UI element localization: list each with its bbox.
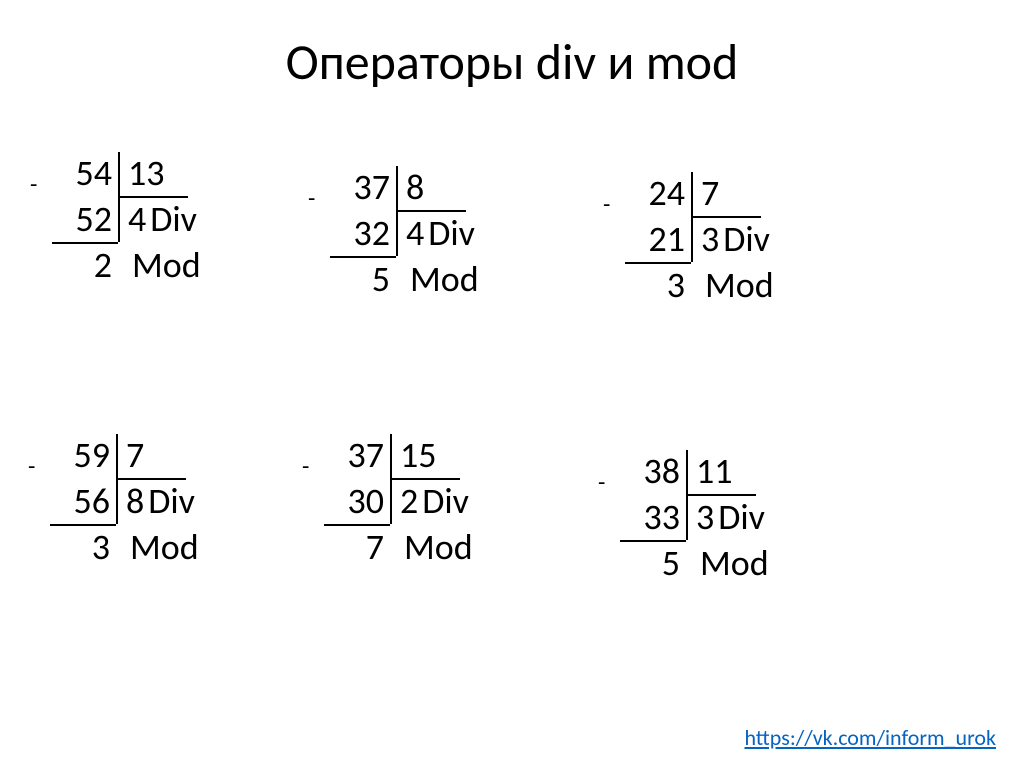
minus-sign: -: [30, 170, 37, 199]
division-problem: - 37 8 32 4Div 5 Mod: [330, 162, 630, 302]
remainder: 3: [50, 526, 116, 570]
dividend: 37: [330, 166, 396, 210]
minus-sign: -: [302, 452, 309, 481]
minus-sign: -: [308, 184, 315, 213]
dividend: 38: [620, 450, 686, 494]
dividend: 54: [52, 152, 118, 196]
dividend: 59: [50, 434, 116, 478]
div-label: Div: [718, 495, 765, 539]
div-label: Div: [148, 479, 195, 523]
subtrahend: 21: [625, 218, 691, 264]
division-problem: - 38 11 33 3Div 5 Mod: [620, 446, 920, 586]
divisor: 7: [691, 172, 761, 216]
mod-label: Mod: [396, 258, 479, 302]
mod-label: Mod: [691, 264, 774, 308]
dividend: 24: [625, 172, 691, 216]
division-problem: - 37 15 30 2Div 7 Mod: [324, 430, 624, 570]
page-title: Операторы div и mod: [0, 32, 1024, 93]
remainder: 5: [620, 542, 686, 586]
minus-sign: -: [603, 190, 610, 219]
problems-grid: - 54 13 52 4Div 2 Mod -: [0, 148, 1024, 688]
divisor: 7: [116, 434, 186, 478]
quotient: 4: [128, 197, 146, 241]
dividend: 37: [324, 434, 390, 478]
division-problem: - 24 7 21 3Div 3 Mod: [625, 168, 925, 308]
mod-label: Mod: [686, 542, 769, 586]
slide: Операторы div и mod - 54 13 52 4Div 2 Mo…: [0, 0, 1024, 767]
minus-sign: -: [28, 452, 35, 481]
mod-label: Mod: [390, 526, 473, 570]
divisor: 13: [118, 152, 188, 196]
subtrahend: 30: [324, 480, 390, 526]
quotient-cell: 8Div: [116, 478, 186, 524]
subtrahend: 56: [50, 480, 116, 526]
quotient-cell: 4Div: [118, 196, 188, 242]
long-division: - 59 7 56 8Div 3 Mod: [50, 430, 199, 570]
source-link[interactable]: https://vk.com/inform_urok: [744, 724, 996, 751]
mod-label: Mod: [116, 526, 199, 570]
divisor: 11: [686, 450, 756, 494]
quotient: 2: [400, 479, 418, 523]
div-label: Div: [422, 479, 469, 523]
long-division: - 38 11 33 3Div 5 Mod: [620, 446, 769, 586]
remainder: 3: [625, 264, 691, 308]
long-division: - 24 7 21 3Div 3 Mod: [625, 168, 774, 308]
div-label: Div: [150, 197, 197, 241]
subtrahend: 33: [620, 496, 686, 542]
quotient-cell: 3Div: [691, 216, 761, 262]
division-problem: - 54 13 52 4Div 2 Mod: [52, 148, 352, 288]
subtrahend: 52: [52, 198, 118, 244]
division-problem: - 59 7 56 8Div 3 Mod: [50, 430, 350, 570]
divisor: 15: [390, 434, 460, 478]
remainder: 2: [52, 244, 118, 288]
remainder: 7: [324, 526, 390, 570]
divisor: 8: [396, 166, 466, 210]
mod-label: Mod: [118, 244, 201, 288]
quotient-cell: 4Div: [396, 210, 466, 256]
subtrahend: 32: [330, 212, 396, 258]
quotient: 4: [406, 211, 424, 255]
long-division: - 54 13 52 4Div 2 Mod: [52, 148, 201, 288]
long-division: - 37 15 30 2Div 7 Mod: [324, 430, 473, 570]
quotient-cell: 2Div: [390, 478, 460, 524]
div-label: Div: [723, 217, 770, 261]
quotient: 8: [126, 479, 144, 523]
minus-sign: -: [598, 468, 605, 497]
remainder: 5: [330, 258, 396, 302]
long-division: - 37 8 32 4Div 5 Mod: [330, 162, 479, 302]
div-label: Div: [428, 211, 475, 255]
quotient-cell: 3Div: [686, 494, 756, 540]
quotient: 3: [696, 495, 714, 539]
quotient: 3: [701, 217, 719, 261]
